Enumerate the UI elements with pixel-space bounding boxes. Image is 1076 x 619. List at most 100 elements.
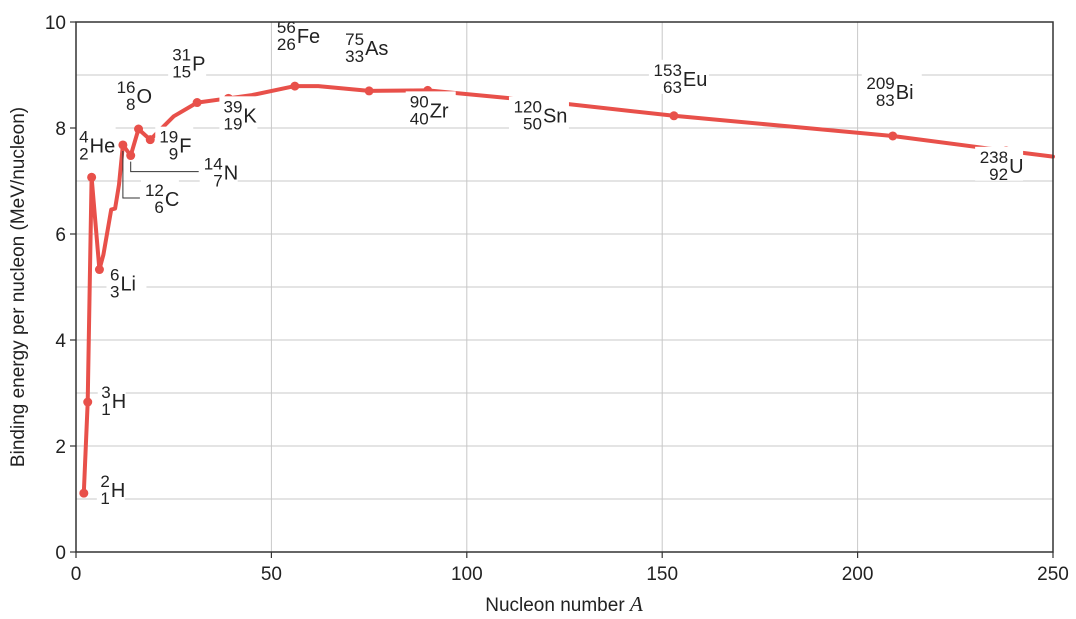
element-symbol: Bi — [896, 82, 914, 104]
point-f-19 — [145, 135, 155, 145]
isotope-label-bg — [861, 72, 922, 107]
y-tick-label: 10 — [45, 13, 66, 34]
element-symbol: C — [165, 189, 179, 211]
y-tick-label: 0 — [55, 543, 66, 564]
x-tick-label: 100 — [451, 564, 483, 585]
point-o-16 — [134, 124, 144, 134]
atomic-number: 8 — [126, 95, 135, 114]
mass-number: 12 — [145, 181, 164, 200]
element-symbol: N — [224, 163, 238, 185]
mass-number: 3 — [101, 383, 110, 402]
atomic-number: 33 — [345, 47, 364, 66]
point-c-12 — [118, 140, 128, 150]
element-symbol: F — [179, 136, 191, 158]
plot-frame — [75, 21, 1054, 553]
x-axis-title: Nucleon number A — [485, 592, 643, 616]
atomic-number: 2 — [79, 144, 88, 163]
isotope-label-bg — [219, 96, 258, 131]
y-axis-title: Binding energy per nucleon (MeV/nucleon) — [8, 107, 29, 467]
atomic-number: 1 — [100, 489, 109, 508]
element-symbol: K — [243, 105, 257, 127]
isotope-label-bg — [155, 126, 194, 161]
element-symbol: Li — [120, 274, 136, 296]
isotope-label-bg — [97, 382, 126, 417]
element-symbol: U — [1009, 156, 1023, 178]
atomic-number: 83 — [876, 91, 895, 110]
isotope-label-bg — [405, 91, 456, 126]
element-symbol: Zr — [430, 100, 449, 122]
x-tick-label: 150 — [646, 564, 678, 585]
atomic-number: 1 — [101, 400, 110, 419]
element-symbol: H — [111, 480, 125, 502]
y-tick-label: 2 — [55, 437, 66, 458]
mass-number: 19 — [159, 128, 178, 147]
x-tick-label: 250 — [1037, 564, 1069, 585]
mass-number: 14 — [204, 155, 223, 174]
isotope-label-h-3: 31 H — [97, 382, 126, 419]
point-eu-153 — [669, 111, 679, 121]
mass-number: 31 — [172, 46, 191, 65]
atomic-number: 40 — [410, 109, 429, 128]
isotope-label-bg — [199, 153, 238, 188]
element-symbol: He — [90, 135, 116, 157]
isotope-label-h-2: 21 H — [96, 471, 125, 508]
leader-line — [130, 161, 199, 173]
atomic-number: 63 — [663, 78, 682, 97]
atomic-number: 7 — [213, 172, 222, 191]
isotope-label-bg — [75, 126, 116, 161]
isotope-label-li-6: 63 Li — [106, 264, 147, 302]
mass-number: 56 — [277, 18, 296, 37]
mass-number: 238 — [980, 148, 1008, 167]
point-h-3 — [83, 397, 93, 407]
point-p-31 — [192, 98, 202, 108]
mass-number: 120 — [514, 98, 542, 117]
y-tick-label: 4 — [55, 331, 66, 352]
point-bi-209 — [888, 131, 898, 141]
mass-number: 209 — [866, 74, 894, 93]
binding-energy-curve — [79, 81, 1055, 498]
x-tick-label: 200 — [842, 564, 874, 585]
isotope-label-f-19: 199 F — [155, 126, 194, 164]
atomic-number: 6 — [154, 198, 163, 217]
y-tick-label: 8 — [55, 119, 66, 140]
atomic-number: 3 — [110, 283, 119, 302]
element-symbol: As — [365, 38, 388, 60]
curve-line — [81, 84, 1055, 496]
isotope-label-bg — [112, 77, 151, 112]
leader-line — [122, 151, 140, 199]
isotope-label-bg — [975, 146, 1024, 181]
x-tick-label: 0 — [71, 564, 82, 585]
mass-number: 2 — [100, 472, 109, 491]
atomic-number: 92 — [989, 165, 1008, 184]
element-symbol: Eu — [683, 69, 707, 91]
isotope-label-bg — [106, 264, 147, 299]
element-symbol: Sn — [543, 106, 567, 128]
point-li-6 — [94, 265, 104, 275]
atomic-number: 50 — [523, 115, 542, 134]
atomic-number: 19 — [223, 114, 242, 133]
element-symbol: Fe — [297, 26, 320, 48]
mass-number: 4 — [79, 127, 88, 146]
x-tick-label: 50 — [261, 564, 282, 585]
mass-number: 90 — [410, 92, 429, 111]
point-as-75 — [364, 86, 374, 96]
point-n-14 — [126, 151, 136, 161]
element-symbol: P — [192, 54, 205, 76]
y-tick-label: 6 — [55, 225, 66, 246]
mass-number: 75 — [345, 30, 364, 49]
atomic-number: 15 — [172, 63, 191, 82]
mass-number: 6 — [110, 266, 119, 285]
isotope-label-bg — [140, 179, 179, 214]
atomic-number: 9 — [169, 145, 178, 164]
point-he-4 — [87, 172, 97, 182]
isotope-label-bg — [272, 17, 323, 52]
